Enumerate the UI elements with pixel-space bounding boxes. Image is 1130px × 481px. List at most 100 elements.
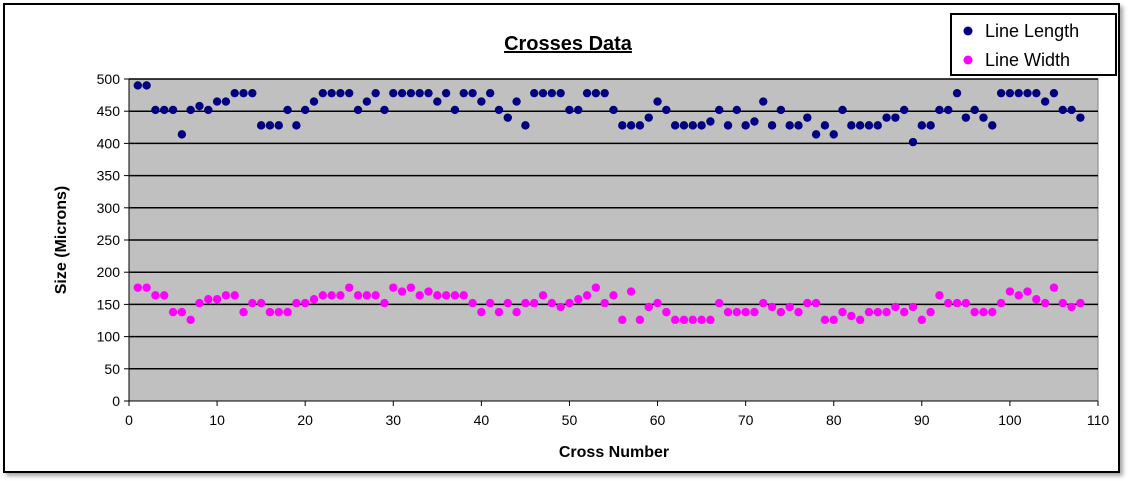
line-length-point (239, 88, 248, 98)
line-length-point (441, 88, 451, 98)
line-length-point (900, 105, 909, 115)
line-length-point (785, 121, 794, 130)
line-length-point (389, 88, 398, 98)
line-length-point (415, 88, 424, 98)
line-length-point (380, 105, 389, 115)
y-tick-label: 100 (97, 329, 121, 345)
line-width-point (1032, 295, 1041, 304)
line-width-point (600, 298, 609, 308)
line-length-point (582, 88, 592, 98)
line-length-point (468, 88, 477, 98)
line-length-point (1005, 88, 1015, 98)
line-length-point (318, 88, 327, 98)
y-axis-label: Size (Microns) (53, 186, 70, 294)
line-length-point (424, 88, 433, 98)
line-length-point (1023, 88, 1032, 98)
line-length-point (600, 88, 609, 98)
line-width-point (538, 291, 548, 300)
line-length-point (917, 121, 927, 130)
line-width-point (459, 291, 468, 300)
line-width-point (353, 291, 363, 300)
line-width-point (891, 302, 900, 312)
line-width-point (961, 298, 971, 308)
line-width-point (979, 307, 988, 317)
x-axis-label: Cross Number (559, 444, 669, 461)
line-length-point (908, 137, 918, 147)
line-width-point (618, 315, 627, 325)
line-length-point (653, 97, 662, 106)
line-width-point (371, 291, 380, 300)
line-width-point (829, 315, 838, 325)
line-width-point (221, 291, 231, 300)
x-tick-label: 20 (297, 412, 313, 428)
line-length-point (494, 105, 504, 115)
line-length-point (485, 88, 495, 98)
line-length-point (670, 121, 680, 130)
y-tick-label: 300 (97, 200, 121, 216)
line-width-point (530, 298, 539, 308)
line-length-point (838, 105, 847, 115)
x-tick-label: 100 (998, 412, 1022, 428)
line-length-point (151, 105, 160, 115)
line-width-point (988, 307, 997, 317)
line-length-point (248, 88, 257, 98)
line-length-point (609, 105, 618, 115)
line-width-point (1040, 298, 1050, 308)
line-width-point (468, 298, 477, 308)
line-width-point (204, 295, 213, 304)
line-width-point (935, 291, 944, 300)
line-width-point (1005, 287, 1015, 296)
legend-label: Line Length (985, 21, 1079, 41)
line-length-point (864, 121, 874, 130)
y-tick-label: 50 (104, 361, 120, 377)
line-width-point (133, 283, 143, 292)
line-length-point (626, 121, 636, 130)
line-length-point (591, 88, 601, 98)
line-length-point (371, 88, 380, 98)
line-length-point (574, 105, 583, 115)
line-width-point (292, 298, 301, 308)
x-tick-label: 10 (209, 412, 225, 428)
line-length-point (961, 113, 971, 122)
x-tick-label: 90 (914, 412, 930, 428)
line-length-point (512, 97, 521, 106)
line-width-point (512, 307, 521, 317)
x-tick-label: 50 (562, 412, 578, 428)
line-width-point (521, 298, 530, 308)
line-width-point (776, 307, 786, 317)
line-width-point (591, 283, 601, 292)
line-width-point (195, 298, 204, 308)
line-length-point (873, 121, 882, 130)
line-length-point (855, 121, 865, 130)
line-width-point (503, 298, 512, 308)
line-width-point (300, 298, 310, 308)
line-length-point (706, 117, 715, 126)
line-width-point (838, 307, 847, 317)
line-width-point (855, 315, 865, 325)
line-width-point (256, 298, 266, 308)
line-length-point (970, 105, 979, 115)
line-length-point (1076, 113, 1085, 122)
line-width-point (565, 298, 574, 308)
line-length-point (336, 88, 345, 98)
line-width-point (406, 283, 416, 292)
y-tick-label: 200 (97, 264, 121, 280)
line-length-point (679, 121, 689, 130)
line-width-point (635, 315, 645, 325)
line-width-point (345, 283, 354, 292)
line-width-point (380, 298, 389, 308)
line-length-point (177, 130, 187, 139)
line-width-point (996, 298, 1006, 308)
line-length-point (433, 97, 442, 106)
line-width-point (362, 291, 372, 300)
line-length-point (750, 117, 759, 126)
line-width-point (415, 291, 424, 300)
legend-marker (963, 26, 973, 36)
line-length-point (195, 101, 204, 111)
line-length-point (794, 121, 803, 130)
line-length-point (345, 88, 354, 98)
line-length-point (767, 121, 777, 130)
line-width-point (644, 302, 653, 312)
line-width-point (864, 307, 874, 317)
line-width-point (142, 283, 151, 292)
